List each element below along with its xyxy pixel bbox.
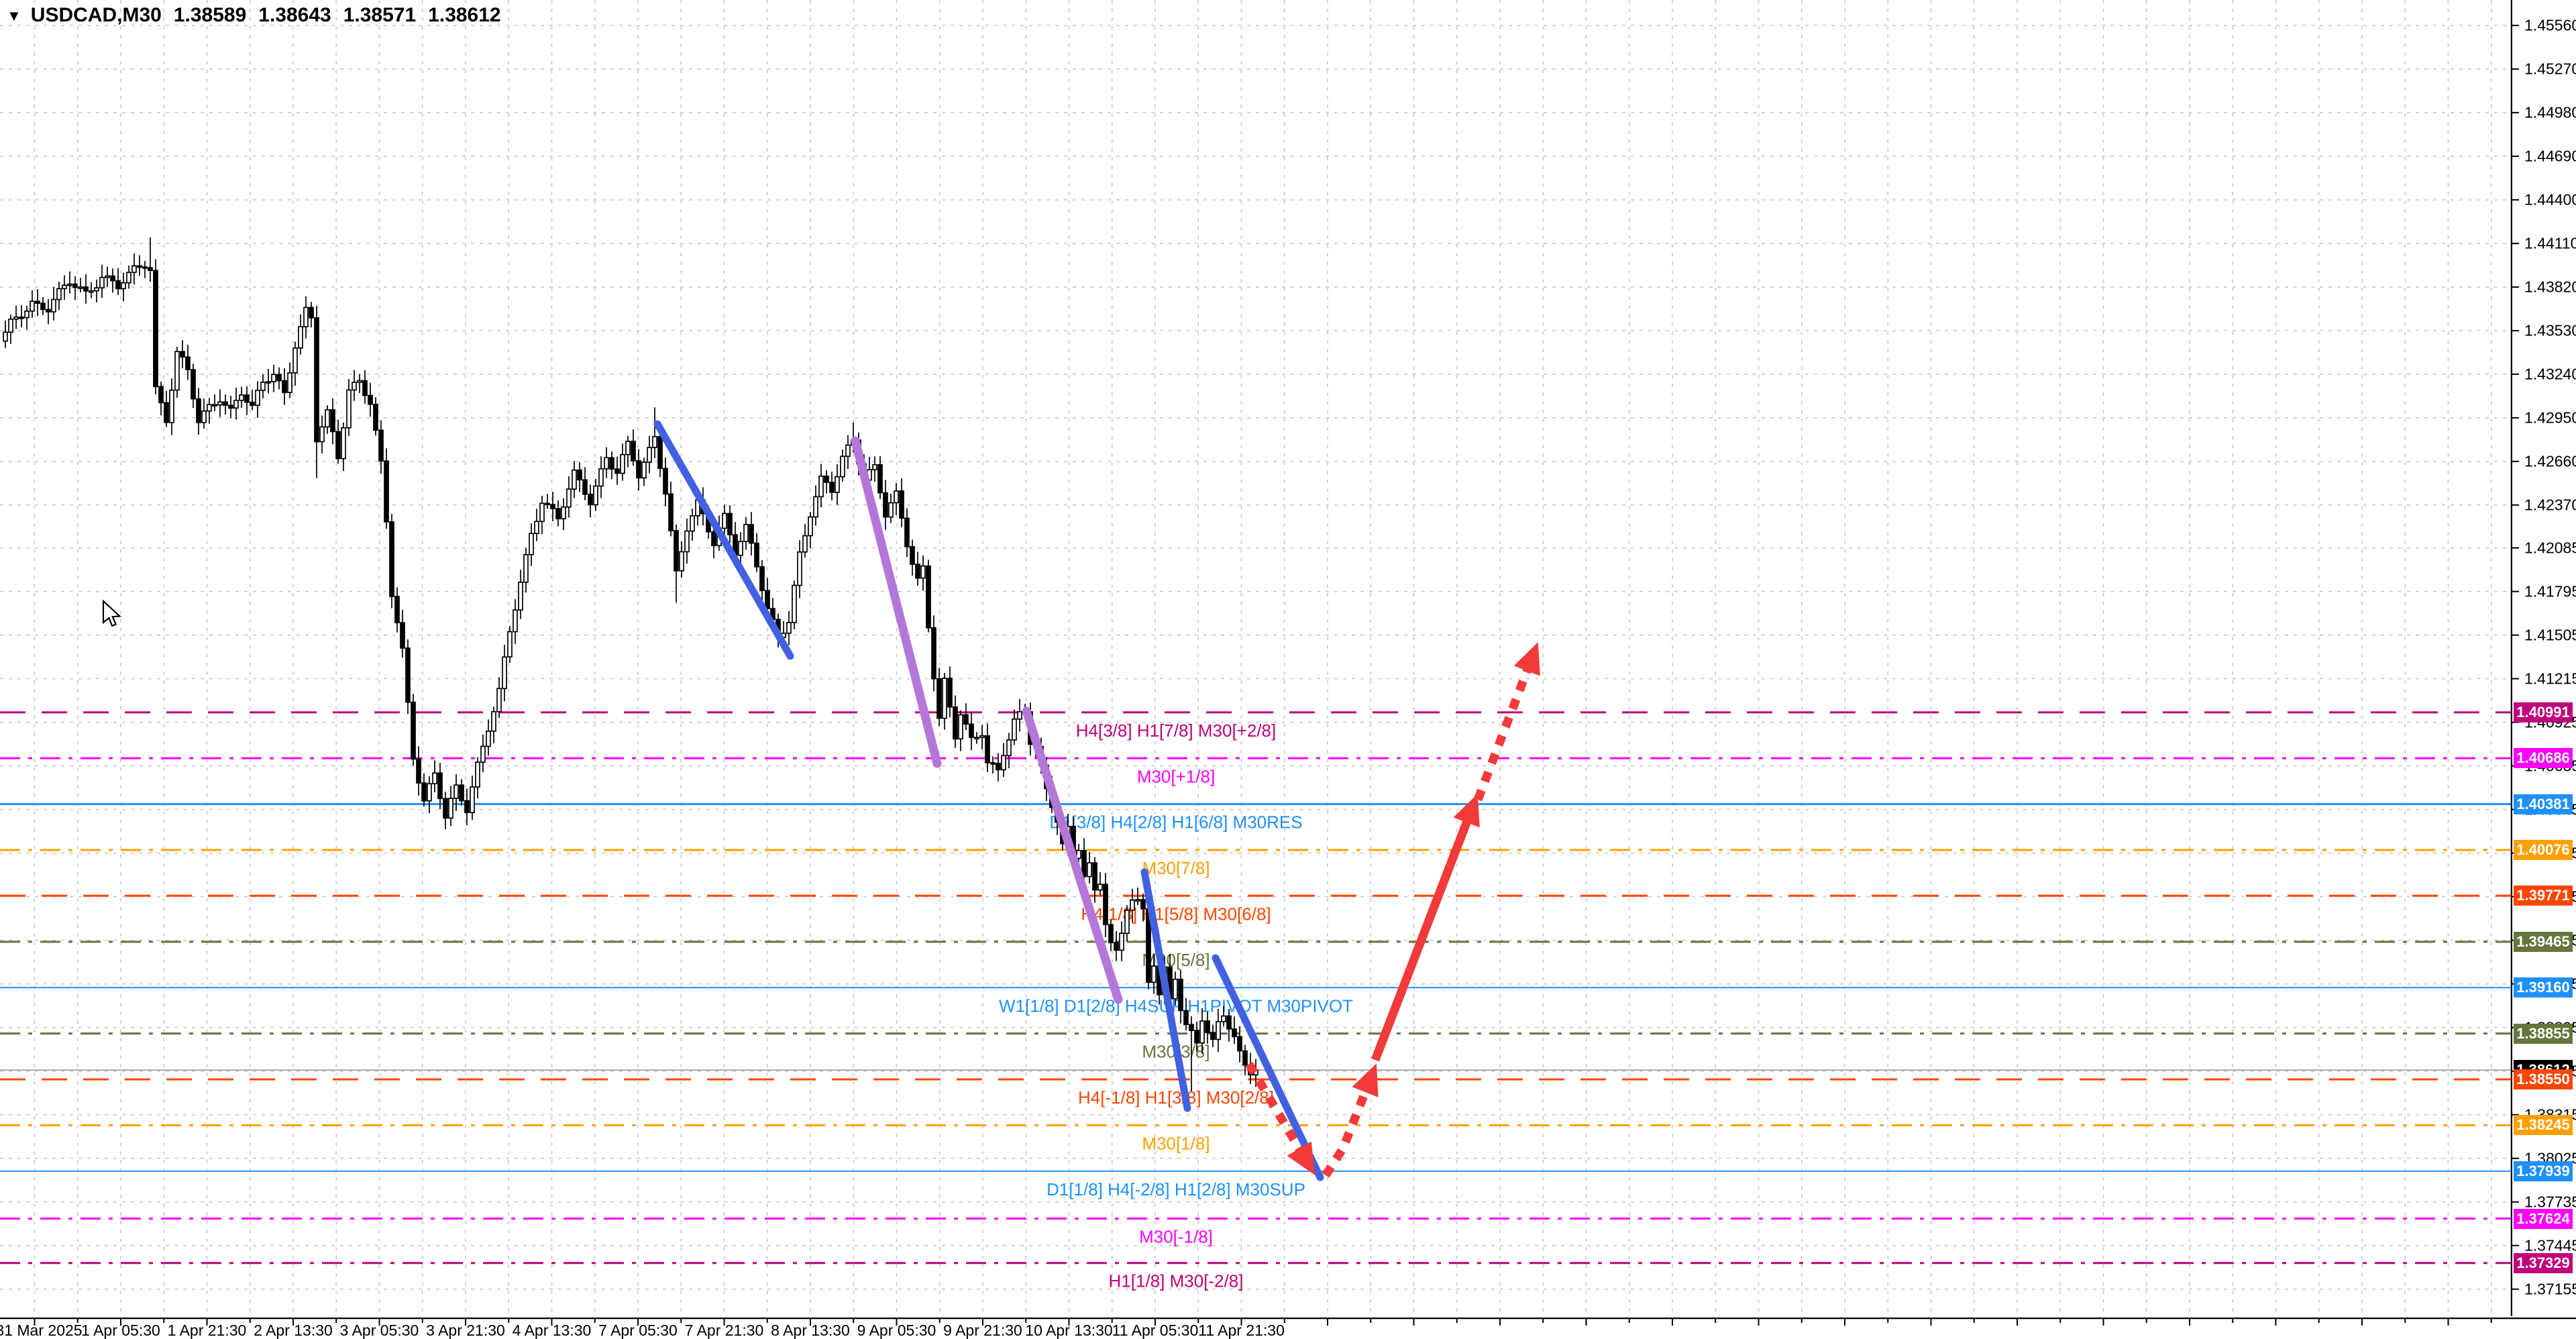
ohlc-high: 1.38643 bbox=[258, 4, 331, 26]
chart-symbol-timeframe: USDCAD,M30 bbox=[30, 4, 162, 26]
time-tick-label: 2 Apr 13:30 bbox=[254, 1322, 333, 1339]
price-tick-label: 1.45560 bbox=[2524, 16, 2576, 34]
time-tick-label: 4 Apr 13:30 bbox=[512, 1322, 592, 1339]
level-label: M30[-1/8] bbox=[1139, 1227, 1213, 1247]
price-tag: 1.39160 bbox=[2514, 977, 2573, 998]
chart-canvas[interactable]: H4[3/8] H1[7/8] M30[+2/8] M30[+1/8] D1[3/8… bbox=[0, 0, 2512, 1316]
price-tick-label: 1.37735 bbox=[2524, 1193, 2576, 1211]
price-tick-label: 1.41215 bbox=[2524, 670, 2576, 688]
price-tick-label: 1.42085 bbox=[2524, 539, 2576, 557]
price-tick-label: 1.37445 bbox=[2524, 1236, 2576, 1254]
price-tag: 1.40076 bbox=[2514, 840, 2573, 860]
down-channel-line-3[interactable] bbox=[1212, 954, 1324, 1181]
time-tick-label: 3 Apr 21:30 bbox=[426, 1322, 505, 1339]
time-tick-label: 8 Apr 13:30 bbox=[771, 1322, 850, 1339]
down-impulse-line-1[interactable] bbox=[851, 436, 942, 768]
price-tag: 1.37939 bbox=[2514, 1161, 2573, 1181]
time-tick-label: 9 Apr 05:30 bbox=[857, 1322, 936, 1339]
time-tick-label: 10 Apr 13:30 bbox=[1025, 1322, 1113, 1339]
time-tick-label: 1 Apr 05:30 bbox=[81, 1322, 160, 1339]
grid bbox=[0, 0, 2512, 1316]
price-tag: 1.39771 bbox=[2514, 886, 2573, 906]
price-tick-label: 1.42950 bbox=[2524, 409, 2576, 427]
projection-up-solid[interactable] bbox=[1371, 794, 1480, 1062]
time-tick-label: 9 Apr 21:30 bbox=[943, 1322, 1022, 1339]
price-tick-label: 1.44980 bbox=[2524, 103, 2576, 121]
time-tick-label: 7 Apr 21:30 bbox=[684, 1322, 764, 1339]
price-tick-label: 1.43530 bbox=[2524, 321, 2576, 339]
price-tick-label: 1.44110 bbox=[2524, 234, 2576, 252]
price-tag: 1.40991 bbox=[2514, 702, 2573, 722]
ohlc-low: 1.38571 bbox=[343, 4, 417, 26]
level-label: D1[3/8] H4[2/8] H1[6/8] M30RES bbox=[1049, 812, 1302, 833]
down-impulse-line-2[interactable] bbox=[1022, 706, 1123, 1004]
ohlc-open: 1.38589 bbox=[173, 4, 247, 26]
price-tag: 1.39465 bbox=[2514, 931, 2573, 952]
price-tick-label: 1.42370 bbox=[2524, 496, 2576, 514]
time-tick-label: 1 Apr 21:30 bbox=[167, 1322, 247, 1339]
mouse-cursor bbox=[102, 600, 122, 627]
symbol-dropdown-icon[interactable]: ▼ bbox=[7, 7, 21, 24]
level-label: M30[1/8] bbox=[1142, 1133, 1210, 1153]
price-tag: 1.37329 bbox=[2514, 1252, 2573, 1273]
time-tick-label: 3 Apr 05:30 bbox=[339, 1322, 419, 1339]
ohlc-close: 1.38612 bbox=[428, 4, 501, 26]
price-tag: 1.38245 bbox=[2514, 1115, 2573, 1136]
time-axis[interactable]: 31 Mar 2025 1 Apr 05:30 1 Apr 21:30 2 Apr 1… bbox=[0, 1318, 2576, 1339]
time-tick-label: 11 Apr 05:30 bbox=[1112, 1322, 1199, 1339]
chart-title-bar: ▼ USDCAD,M30 1.38589 1.38643 1.38571 1.3… bbox=[7, 4, 501, 27]
level-label: H4[3/8] H1[7/8] M30[+2/8] bbox=[1076, 720, 1276, 741]
level-label: D1[1/8] H4[-2/8] H1[2/8] M30SUP bbox=[1046, 1179, 1305, 1199]
price-tag: 1.38855 bbox=[2514, 1023, 2573, 1044]
price-tag: 1.37624 bbox=[2514, 1208, 2573, 1229]
price-tick-label: 1.42660 bbox=[2524, 452, 2576, 470]
level-label: H4[1/8] H1[5/8] M30[6/8] bbox=[1081, 904, 1271, 924]
price-tag: 1.40686 bbox=[2514, 748, 2573, 769]
time-tick-label: 11 Apr 21:30 bbox=[1198, 1322, 1285, 1339]
price-tick-label: 1.41505 bbox=[2524, 626, 2576, 644]
down-channel-line-2[interactable] bbox=[1140, 868, 1191, 1112]
down-channel-line-1[interactable] bbox=[653, 420, 794, 660]
price-axis[interactable]: 1.45560 1.45270 1.44980 1.44690 1.44400 1.441… bbox=[2512, 0, 2576, 1316]
price-tick-label: 1.41795 bbox=[2524, 582, 2576, 600]
time-tick-label: 7 Apr 05:30 bbox=[598, 1322, 678, 1339]
price-tick-label: 1.43820 bbox=[2524, 278, 2576, 296]
price-tick-label: 1.44690 bbox=[2524, 147, 2576, 165]
projection-up-dotted-2[interactable] bbox=[1473, 642, 1540, 802]
price-tick-label: 1.44400 bbox=[2524, 191, 2576, 209]
price-tick-label: 1.37155 bbox=[2524, 1280, 2576, 1298]
projection-down-dotted[interactable] bbox=[1245, 1061, 1316, 1175]
projection-up-dotted-1[interactable] bbox=[1322, 1063, 1379, 1178]
price-tag: 1.38550 bbox=[2514, 1069, 2573, 1089]
level-label: M30[+1/8] bbox=[1137, 766, 1215, 786]
price-tag: 1.40381 bbox=[2514, 794, 2573, 814]
level-label: H1[1/8] M30[-2/8] bbox=[1109, 1271, 1244, 1291]
candlestick-series bbox=[3, 237, 1258, 1091]
time-tick-label: 31 Mar 2025 bbox=[0, 1322, 83, 1339]
level-label: H4[-1/8] H1[3/8] M30[2/8] bbox=[1078, 1087, 1274, 1108]
level-label: M30[7/8] bbox=[1142, 858, 1210, 878]
price-tick-label: 1.43240 bbox=[2524, 365, 2576, 383]
price-tick-label: 1.45270 bbox=[2524, 60, 2576, 78]
